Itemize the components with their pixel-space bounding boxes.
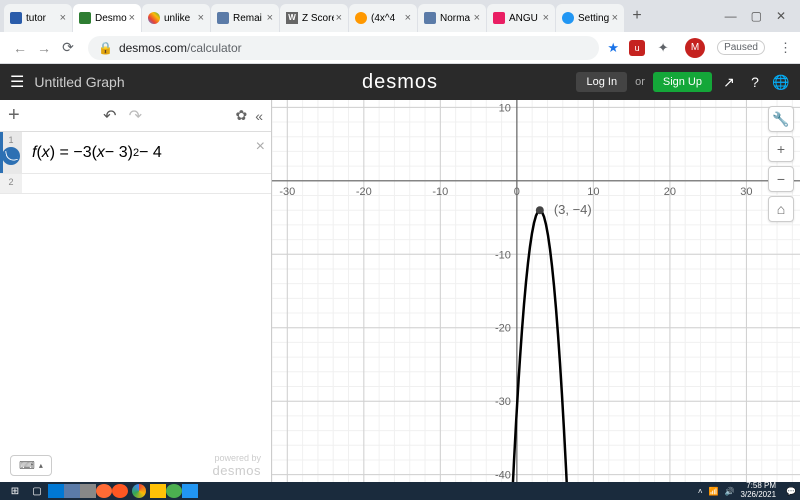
svg-text:-20: -20	[356, 186, 372, 198]
tab-setting[interactable]: Setting×	[556, 4, 624, 32]
add-expression-button[interactable]: +	[8, 104, 20, 127]
close-icon[interactable]: ×	[129, 12, 135, 24]
login-button[interactable]: Log In	[576, 72, 627, 92]
svg-text:-40: -40	[495, 470, 511, 482]
wifi-icon[interactable]: 📶	[709, 487, 719, 496]
graph-title[interactable]: Untitled Graph	[34, 74, 124, 90]
svg-text:-30: -30	[279, 186, 295, 198]
hamburger-icon[interactable]: ☰	[10, 72, 24, 92]
kebab-menu-icon[interactable]: ⋮	[779, 40, 792, 56]
plot-toggle-icon[interactable]	[2, 147, 20, 165]
taskbar-app[interactable]	[112, 484, 128, 498]
svg-text:0: 0	[514, 186, 520, 198]
expression-index: 2	[0, 174, 22, 193]
close-window-icon[interactable]: ✕	[776, 9, 786, 23]
expression-index: 1	[0, 132, 22, 173]
svg-text:10: 10	[499, 102, 511, 114]
taskbar-app[interactable]	[182, 484, 198, 498]
expression-row-1[interactable]: 1 f(x) = −3(x − 3)2 − 4 ×	[0, 132, 271, 174]
tab-zscore[interactable]: WZ Score×	[280, 4, 348, 32]
powered-by-label: powered by desmos	[212, 453, 261, 478]
close-icon[interactable]: ×	[474, 12, 480, 24]
minimize-icon[interactable]: —	[725, 9, 737, 23]
url-bar-row: ← → ⟳ 🔒 desmos.com/calculator ★ u ✦ M Pa…	[0, 32, 800, 64]
extension-icon[interactable]: u	[629, 40, 645, 56]
taskbar-app[interactable]	[166, 484, 182, 498]
paused-badge[interactable]: Paused	[717, 40, 765, 55]
tab-desmos[interactable]: Desmos×	[73, 4, 141, 32]
panel-footer: ⌨ ▴ powered by desmos	[0, 448, 271, 482]
svg-text:-10: -10	[495, 249, 511, 261]
extensions-menu-icon[interactable]: ✦	[655, 40, 671, 56]
expression-input[interactable]: f(x) = −3(x − 3)2 − 4	[22, 132, 271, 173]
profile-avatar[interactable]: M	[685, 38, 705, 58]
svg-text:(3, −4): (3, −4)	[554, 202, 592, 217]
language-icon[interactable]: 🌐	[772, 74, 790, 91]
volume-icon[interactable]: 🔊	[724, 487, 734, 496]
taskview-icon[interactable]: ▢	[26, 483, 48, 499]
taskbar-app[interactable]	[128, 483, 150, 499]
notifications-icon[interactable]: 💬	[786, 487, 796, 496]
signup-button[interactable]: Sign Up	[653, 72, 712, 92]
expression-row-2[interactable]: 2	[0, 174, 271, 194]
settings-icon[interactable]: ✿	[235, 107, 247, 124]
close-icon[interactable]: ×	[405, 12, 411, 24]
desmos-header: ☰ Untitled Graph desmos Log In or Sign U…	[0, 64, 800, 100]
redo-button: ↷	[129, 106, 142, 126]
taskbar-app[interactable]	[150, 484, 166, 498]
taskbar-app[interactable]	[48, 484, 64, 498]
svg-text:10: 10	[587, 186, 599, 198]
share-icon[interactable]: ↗	[720, 74, 738, 91]
close-icon[interactable]: ×	[543, 12, 549, 24]
home-button[interactable]: ⌂	[768, 196, 794, 222]
help-icon[interactable]: ?	[746, 74, 764, 90]
tab-4x4[interactable]: (4x^4×	[349, 4, 417, 32]
collapse-panel-button[interactable]: «	[255, 108, 263, 124]
taskbar-app[interactable]	[64, 484, 80, 498]
svg-text:20: 20	[664, 186, 676, 198]
new-tab-button[interactable]: +	[625, 7, 649, 25]
tab-angu[interactable]: ÁNGU×	[487, 4, 555, 32]
tab-norma[interactable]: Norma×	[418, 4, 486, 32]
tab-tutor[interactable]: tutor×	[4, 4, 72, 32]
maximize-icon[interactable]: ▢	[751, 9, 762, 23]
tab-unlike[interactable]: unlike×	[142, 4, 210, 32]
windows-taskbar: ⊞ ▢ ˄ 📶 🔊 7:58 PM 3/26/2021 💬	[0, 482, 800, 500]
svg-text:-30: -30	[495, 396, 511, 408]
close-icon[interactable]: ×	[336, 12, 342, 24]
clock[interactable]: 7:58 PM 3/26/2021	[740, 482, 780, 500]
zoom-in-button[interactable]: +	[768, 136, 794, 162]
close-icon[interactable]: ×	[198, 12, 204, 24]
browser-tab-strip: tutor× Desmos× unlike× Remai× WZ Score× …	[0, 0, 800, 32]
tray-chevron-icon[interactable]: ˄	[698, 487, 703, 496]
svg-text:-20: -20	[495, 323, 511, 335]
keyboard-button[interactable]: ⌨ ▴	[10, 455, 52, 476]
svg-text:30: 30	[740, 186, 752, 198]
zoom-out-button[interactable]: −	[768, 166, 794, 192]
bookmark-icon[interactable]: ★	[607, 40, 619, 56]
wrench-icon[interactable]: 🔧	[768, 106, 794, 132]
close-icon[interactable]: ×	[612, 12, 618, 24]
svg-text:-10: -10	[432, 186, 448, 198]
lock-icon: 🔒	[98, 41, 113, 55]
expression-panel: + ↶ ↷ ✿ « 1 f(x) = −3(x − 3)2 − 4 × 2 ⌨ …	[0, 100, 272, 482]
delete-expression-icon[interactable]: ×	[256, 138, 265, 156]
reload-button[interactable]: ⟳	[56, 39, 80, 56]
expression-input[interactable]	[22, 174, 271, 193]
close-icon[interactable]: ×	[60, 12, 66, 24]
forward-button: →	[32, 40, 56, 56]
start-button[interactable]: ⊞	[4, 483, 26, 499]
back-button[interactable]: ←	[8, 40, 32, 56]
address-bar[interactable]: 🔒 desmos.com/calculator	[88, 36, 599, 60]
taskbar-app[interactable]	[96, 484, 112, 498]
taskbar-app[interactable]	[80, 484, 96, 498]
tab-remai[interactable]: Remai×	[211, 4, 279, 32]
graph-canvas[interactable]: -30-20-10010203010-10-20-30-40(3, −4) 🔧 …	[272, 100, 800, 482]
close-icon[interactable]: ×	[267, 12, 273, 24]
desmos-logo: desmos	[362, 71, 438, 94]
panel-toolbar: + ↶ ↷ ✿ «	[0, 100, 271, 132]
undo-button[interactable]: ↶	[103, 106, 116, 126]
